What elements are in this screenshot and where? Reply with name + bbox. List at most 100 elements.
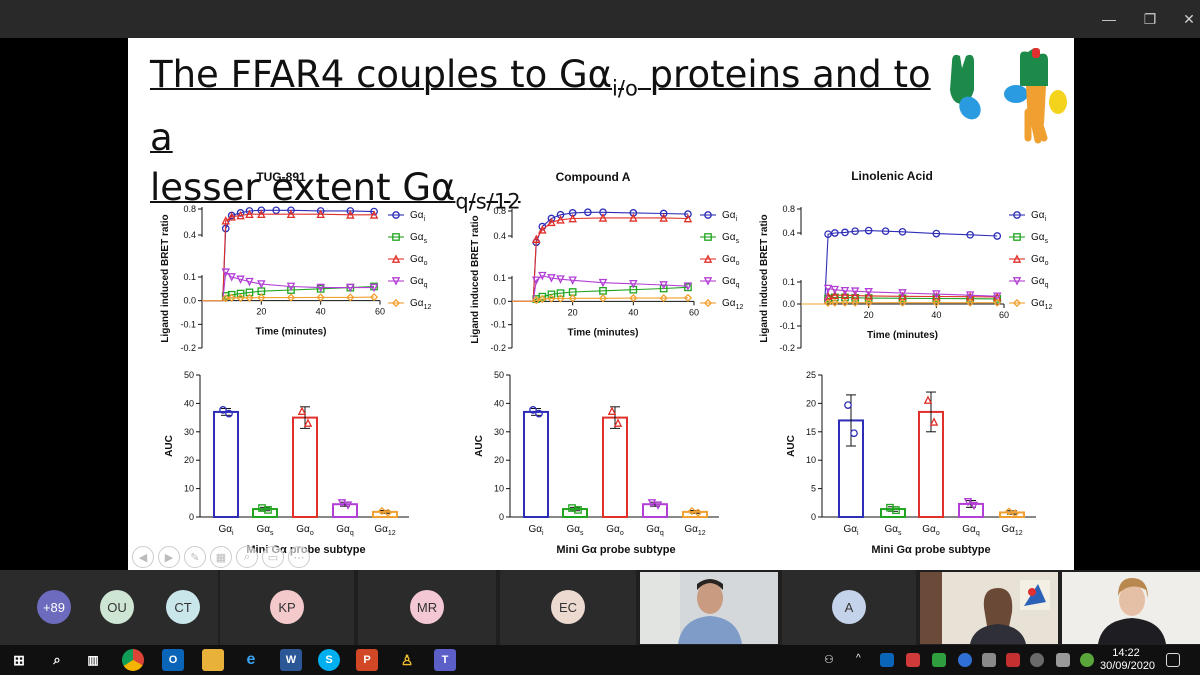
more-options-icon[interactable]: ⋯ (288, 546, 310, 568)
x-axis-label: Time (minutes) (867, 330, 938, 341)
y-tick-label: -0.1 (180, 319, 196, 329)
bar (523, 410, 549, 519)
outlook-tray-icon[interactable] (880, 653, 894, 667)
data-point (346, 283, 355, 293)
y-tick-label: 20 (494, 455, 504, 465)
close-icon[interactable]: ✕ (1183, 10, 1195, 27)
file-explorer-icon[interactable] (202, 649, 224, 671)
data-point (532, 234, 541, 243)
person-video-icon (640, 572, 778, 644)
minimize-icon[interactable]: — (1102, 11, 1116, 27)
replicate-point (647, 499, 657, 508)
data-point (236, 289, 245, 298)
replicate-point (264, 506, 272, 514)
y-axis-label: Ligand induced BRET ratio (160, 214, 171, 342)
avatar[interactable]: CT (166, 590, 200, 624)
restore-icon[interactable]: ❐ (1143, 10, 1157, 27)
data-point (683, 213, 693, 223)
data-point (823, 298, 833, 308)
network-icon[interactable] (1030, 653, 1044, 667)
y-tick-label: 0.0 (782, 299, 795, 309)
data-point (538, 292, 547, 301)
bluetooth-icon[interactable] (958, 653, 972, 667)
data-point (598, 294, 608, 303)
slides-grid-icon[interactable]: ▦ (210, 546, 232, 568)
avatar: A (832, 590, 866, 624)
replicate-point (892, 506, 900, 515)
y-tick-label: 30 (184, 427, 194, 437)
overflow-count-avatar[interactable]: +89 (37, 590, 71, 624)
y-axis-label: AUC (164, 435, 175, 457)
data-point (245, 277, 254, 287)
data-point (629, 213, 638, 222)
participant-tile[interactable]: EC (500, 570, 636, 645)
teams-icon[interactable]: T (434, 649, 456, 671)
data-point (286, 209, 296, 219)
participant-tile[interactable]: MR (358, 570, 496, 645)
participant-video[interactable] (1062, 572, 1200, 644)
windows-start-icon[interactable]: ⊞ (13, 651, 25, 668)
data-point (598, 213, 608, 222)
previous-slide-icon[interactable]: ◀ (132, 546, 154, 568)
subtitles-icon[interactable]: ▭ (262, 546, 284, 568)
legend-label: Gαq (1031, 276, 1049, 289)
legend-label: Gαq (722, 276, 740, 289)
data-point (245, 293, 254, 302)
chart-title: TUG-891 (256, 170, 306, 184)
participant-tile[interactable]: +89 OU CT (0, 570, 218, 645)
app-tray-icon[interactable] (906, 653, 920, 667)
participant-tile[interactable]: KP (220, 570, 354, 645)
x-tick-label: 60 (375, 307, 385, 317)
notifications-icon[interactable] (1166, 653, 1180, 667)
search-icon[interactable]: ⌕ (53, 652, 61, 667)
data-point (236, 209, 245, 217)
y-tick-label: -0.2 (779, 343, 795, 353)
data-point (369, 292, 379, 302)
replicate-point (844, 401, 852, 409)
series-line (801, 230, 998, 305)
chrome-icon[interactable] (122, 649, 144, 671)
battery-icon[interactable] (982, 653, 996, 667)
y-tick-label: 20 (184, 455, 194, 465)
antivirus-icon[interactable] (1006, 653, 1020, 667)
word-icon[interactable]: W (280, 649, 302, 671)
data-point (257, 209, 266, 219)
chevron-up-icon[interactable]: ^ (856, 653, 861, 664)
legend-label: Gα12 (410, 298, 431, 311)
avatar[interactable]: OU (100, 590, 134, 624)
x-tick-label: 20 (568, 307, 578, 317)
title-alpha: α (431, 166, 456, 210)
participant-video[interactable] (920, 572, 1058, 644)
y-tick-label: 0.1 (782, 277, 795, 287)
zoom-icon[interactable]: ⌕ (236, 546, 258, 568)
check-tray-icon[interactable] (932, 653, 946, 667)
clock[interactable]: 14:22 30/09/2020 (1100, 647, 1156, 673)
app-icon[interactable]: ♙ (400, 651, 414, 668)
data-point (346, 293, 355, 302)
participant-tile[interactable]: A (782, 570, 916, 645)
figure: TUG-891 0.8 0.4 0.1 0.0 -0.1 -0.2 20 40 60 Time (m… (160, 169, 1052, 556)
next-slide-icon[interactable]: ▶ (158, 546, 180, 568)
wifi-icon[interactable] (1056, 653, 1070, 667)
replicate-point (969, 501, 979, 511)
pen-icon[interactable]: ✎ (184, 546, 206, 568)
x-tick-label: 20 (864, 310, 874, 320)
x-tick-label: Gαi (218, 524, 234, 537)
volume-icon[interactable] (1080, 653, 1094, 667)
data-point (659, 209, 668, 218)
legend-marker (704, 233, 712, 241)
edge-icon[interactable]: e (246, 651, 256, 668)
replicate-point (963, 498, 973, 507)
clock-date: 30/09/2020 (1100, 660, 1156, 672)
participant-video[interactable] (640, 572, 778, 644)
people-icon[interactable]: ⚇ (824, 654, 834, 666)
replicate-point (1004, 507, 1014, 516)
data-point (257, 293, 266, 302)
powerpoint-icon[interactable]: P (356, 649, 378, 671)
y-tick-label: 0.1 (183, 272, 196, 282)
outlook-icon[interactable]: O (162, 649, 184, 671)
participants-strip: +89 OU CT KP MR EC A (0, 570, 1200, 645)
shared-screen: The FFAR4 couples to Gαi/o proteins and … (0, 38, 1200, 570)
task-view-icon[interactable]: ▥ (87, 653, 99, 667)
skype-icon[interactable]: S (318, 649, 340, 671)
